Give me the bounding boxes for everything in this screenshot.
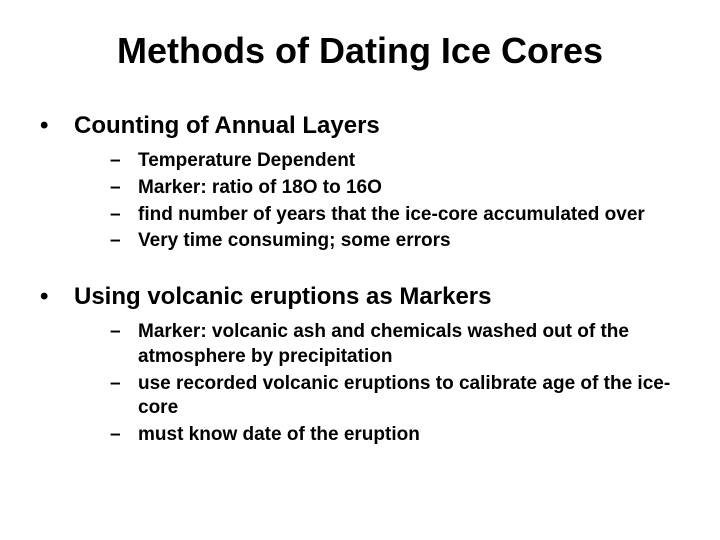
list-item-label: Marker: volcanic ash and chemicals washe…	[138, 320, 680, 369]
list-item: • Using volcanic eruptions as Markers – …	[40, 282, 680, 447]
bullet-dot-icon: •	[40, 282, 74, 312]
list-item: – find number of years that the ice-core…	[110, 203, 680, 228]
bullet-dash-icon: –	[110, 372, 138, 397]
bullet-list-level1: • Counting of Annual Layers – Temperatur…	[40, 111, 680, 447]
list-item: – use recorded volcanic eruptions to cal…	[110, 372, 680, 421]
list-item-label: use recorded volcanic eruptions to calib…	[138, 372, 680, 421]
list-item-label: must know date of the eruption	[138, 423, 680, 448]
list-item: – Temperature Dependent	[110, 149, 680, 174]
list-item: – Very time consuming; some errors	[110, 229, 680, 254]
bullet-dash-icon: –	[110, 203, 138, 228]
list-item-row: • Using volcanic eruptions as Markers	[40, 282, 680, 312]
list-item-row: • Counting of Annual Layers	[40, 111, 680, 141]
bullet-list-level2: – Temperature Dependent – Marker: ratio …	[40, 149, 680, 254]
list-item: – Marker: ratio of 18O to 16O	[110, 176, 680, 201]
slide-title: Methods of Dating Ice Cores	[40, 30, 680, 71]
slide: Methods of Dating Ice Cores • Counting o…	[0, 0, 720, 540]
bullet-dash-icon: –	[110, 229, 138, 254]
bullet-dash-icon: –	[110, 176, 138, 201]
list-item-label: Counting of Annual Layers	[74, 111, 380, 141]
list-item-label: Using volcanic eruptions as Markers	[74, 282, 491, 312]
list-item: • Counting of Annual Layers – Temperatur…	[40, 111, 680, 254]
bullet-dash-icon: –	[110, 423, 138, 448]
list-item-label: Temperature Dependent	[138, 149, 680, 174]
list-item-label: Marker: ratio of 18O to 16O	[138, 176, 680, 201]
list-item-label: find number of years that the ice-core a…	[138, 203, 680, 228]
bullet-dot-icon: •	[40, 111, 74, 141]
bullet-dash-icon: –	[110, 149, 138, 174]
bullet-dash-icon: –	[110, 320, 138, 345]
list-item-label: Very time consuming; some errors	[138, 229, 680, 254]
list-item: – Marker: volcanic ash and chemicals was…	[110, 320, 680, 369]
list-item: – must know date of the eruption	[110, 423, 680, 448]
bullet-list-level2: – Marker: volcanic ash and chemicals was…	[40, 320, 680, 447]
